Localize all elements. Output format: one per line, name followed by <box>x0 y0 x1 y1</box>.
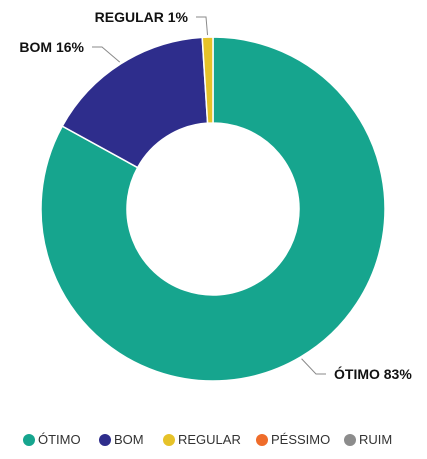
leader-line-regular <box>196 16 209 36</box>
legend-item-ruim[interactable]: RUIM <box>344 432 392 447</box>
leader-line-bom <box>92 46 121 63</box>
leader-line-otimo <box>301 358 326 375</box>
slice-label-regular: REGULAR 1% <box>95 9 189 25</box>
slices-layer <box>40 36 386 382</box>
legend-swatch-ruim <box>344 434 356 446</box>
legend-item-pessimo[interactable]: PÉSSIMO <box>256 432 330 447</box>
legend-swatch-otimo <box>23 434 35 446</box>
legend-swatch-regular <box>163 434 175 446</box>
slice-otimo[interactable] <box>40 36 386 382</box>
legend-swatch-pessimo <box>256 434 268 446</box>
legend-label-bom: BOM <box>114 432 144 447</box>
legend: ÓTIMO BOM REGULAR PÉSSIMO RUIM <box>23 432 392 447</box>
legend-label-pessimo: PÉSSIMO <box>271 432 330 447</box>
legend-item-bom[interactable]: BOM <box>99 432 144 447</box>
legend-label-ruim: RUIM <box>359 432 392 447</box>
leader-lines-layer <box>92 16 326 375</box>
legend-item-regular[interactable]: REGULAR <box>163 432 241 447</box>
slice-label-bom: BOM 16% <box>19 39 84 55</box>
legend-label-otimo: ÓTIMO <box>38 432 81 447</box>
slice-regular[interactable] <box>201 36 214 124</box>
legend-swatch-bom <box>99 434 111 446</box>
slice-labels-layer: ÓTIMO 83% BOM 16% REGULAR 1% <box>19 9 412 382</box>
slice-label-otimo: ÓTIMO 83% <box>334 365 412 382</box>
legend-item-otimo[interactable]: ÓTIMO <box>23 432 81 447</box>
legend-label-regular: REGULAR <box>178 432 241 447</box>
